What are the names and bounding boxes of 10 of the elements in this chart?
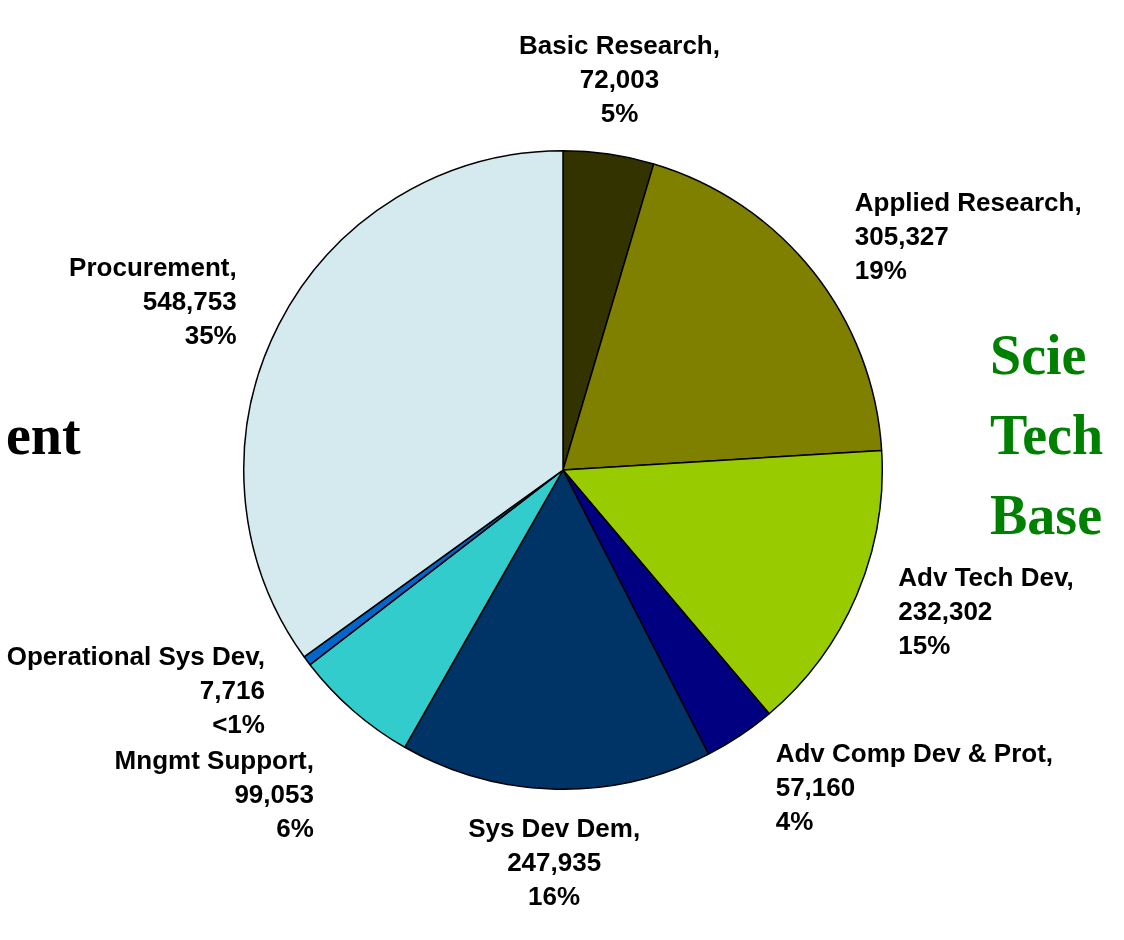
slice-label: Sys Dev Dem, 247,935 16% [468, 813, 641, 912]
slice-label: Mngmt Support, 99,053 6% [114, 745, 314, 844]
slice-label: Basic Research, 72,003 5% [519, 29, 720, 128]
slice-label: Adv Tech Dev, 232,302 15% [898, 562, 1074, 661]
text: Scie Tech Base [990, 324, 1104, 547]
text: ent [6, 404, 81, 467]
slice-label: Adv Comp Dev & Prot, 57,160 4% [775, 738, 1054, 837]
slice-label: Operational Sys Dev, 7,716 <1% [6, 641, 265, 740]
slice-label: Applied Research, 305,327 19% [854, 187, 1082, 286]
slice-label: Procurement, 548,753 35% [69, 252, 237, 351]
